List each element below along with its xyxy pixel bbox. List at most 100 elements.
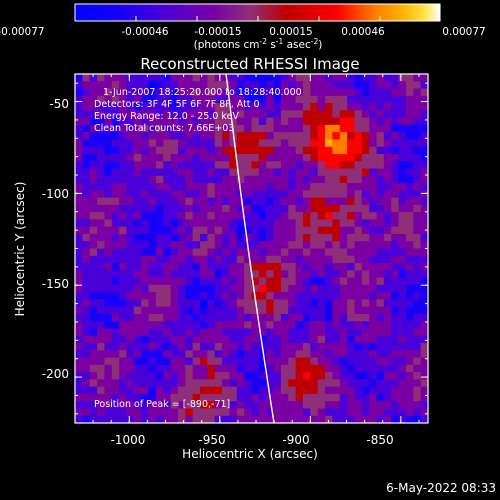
heatmap-cell — [325, 364, 333, 373]
heatmap-cell — [133, 146, 142, 155]
heatmap-cell — [258, 313, 267, 322]
heatmap-cell — [200, 168, 208, 177]
heatmap-cell — [391, 350, 399, 358]
heatmap-cell — [398, 212, 407, 220]
heatmap-cell — [236, 124, 245, 133]
heatmap-cell — [258, 393, 267, 402]
heatmap-cell — [332, 74, 341, 82]
heatmap-cell — [163, 364, 171, 373]
heatmap-cell — [104, 292, 113, 300]
heatmap-cell — [75, 74, 83, 82]
heatmap-cell — [207, 219, 216, 228]
heatmap-cell — [258, 139, 267, 148]
heatmap-cell — [200, 81, 208, 89]
heatmap-cell — [126, 335, 135, 344]
heatmap-cell — [420, 364, 428, 373]
heatmap-cell — [244, 124, 252, 133]
heatmap-cell — [376, 219, 385, 228]
heatmap-cell — [369, 233, 377, 242]
heatmap-cell — [229, 372, 238, 380]
heatmap-cell — [148, 74, 157, 82]
heatmap-cell — [207, 146, 216, 155]
heatmap-cell — [236, 343, 245, 351]
heatmap-cell — [170, 263, 179, 271]
info-line-0: 1-Jun-2007 18:25:20.000 to 18:28:40.000 — [103, 87, 302, 98]
heatmap-cell — [207, 263, 216, 271]
heatmap-cell — [369, 124, 377, 133]
axis-tick-group — [75, 74, 428, 423]
heatmap-cell — [288, 81, 297, 89]
colorbar-tick-label-3: 0.00015 — [269, 26, 312, 38]
heatmap-cell — [288, 183, 297, 191]
heatmap-cell — [273, 124, 282, 133]
heatmap-cell — [332, 270, 341, 278]
heatmap-cell — [339, 335, 348, 344]
heatmap-cell — [405, 255, 414, 264]
heatmap-cell — [302, 328, 311, 337]
heatmap-cell — [119, 146, 127, 155]
heatmap-cell — [317, 139, 326, 148]
heatmap-cell — [258, 401, 267, 409]
heatmap-cell — [295, 292, 304, 300]
heatmap-cell — [141, 81, 149, 89]
colorbar-tick-group — [74, 16, 441, 21]
heatmap-cell — [82, 117, 91, 126]
heatmap-cell — [361, 277, 370, 286]
heatmap-cell — [383, 401, 392, 409]
heatmap-cell — [361, 110, 370, 119]
heatmap-cell — [413, 204, 422, 213]
heatmap-cell — [192, 241, 201, 249]
heatmap-cell — [192, 313, 201, 322]
heatmap-cell — [97, 110, 105, 119]
heatmap-cell — [119, 248, 127, 257]
heatmap-cell — [141, 270, 149, 278]
heatmap-cell — [163, 255, 171, 264]
heatmap-cell — [347, 263, 355, 271]
heatmap-cell — [266, 161, 274, 169]
heatmap-cell — [111, 263, 120, 271]
heatmap-cell — [236, 277, 245, 286]
heatmap-cell — [200, 321, 208, 329]
heatmap-cell — [192, 284, 201, 293]
heatmap-cell — [177, 233, 186, 242]
heatmap-cell — [420, 117, 428, 126]
heatmap-cell — [192, 255, 201, 264]
heatmap-cell — [361, 153, 370, 162]
heatmap-cell — [229, 74, 238, 82]
heatmap-cell — [229, 401, 238, 409]
heatmap-cell — [82, 212, 91, 220]
heatmap-cell — [310, 241, 319, 249]
heatmap-cell — [222, 139, 230, 148]
heatmap-cell — [398, 263, 407, 271]
heatmap-cell — [302, 190, 311, 198]
heatmap-cell — [295, 263, 304, 271]
heatmap-cell — [163, 117, 171, 126]
heatmap-cell — [200, 175, 208, 184]
heatmap-cell — [133, 321, 142, 329]
heatmap-cell — [163, 226, 171, 235]
heatmap-cell — [391, 401, 399, 409]
heatmap-cell — [288, 277, 297, 286]
heatmap-cell — [391, 190, 399, 198]
heatmap-cell — [163, 88, 171, 97]
heatmap-cell — [325, 212, 333, 220]
heatmap-cell — [89, 168, 98, 177]
heatmap-cell — [251, 161, 260, 169]
heatmap-cell — [325, 357, 333, 366]
heatmap-cell — [244, 379, 252, 388]
heatmap-cell — [391, 146, 399, 155]
heatmap-cell — [104, 313, 113, 322]
heatmap-cell — [347, 88, 355, 97]
heatmap-cell — [75, 343, 83, 351]
heatmap-cell — [104, 277, 113, 286]
heatmap-cell — [163, 321, 171, 329]
heatmap-cell — [413, 379, 422, 388]
heatmap-cell — [391, 284, 399, 293]
heatmap-cell — [148, 372, 157, 380]
heatmap-cell — [141, 124, 149, 133]
heatmap-cell — [155, 364, 164, 373]
heatmap-cell — [280, 161, 289, 169]
heatmap-cell — [266, 183, 274, 191]
heatmap-cell — [82, 372, 91, 380]
heatmap-cell — [170, 299, 179, 308]
